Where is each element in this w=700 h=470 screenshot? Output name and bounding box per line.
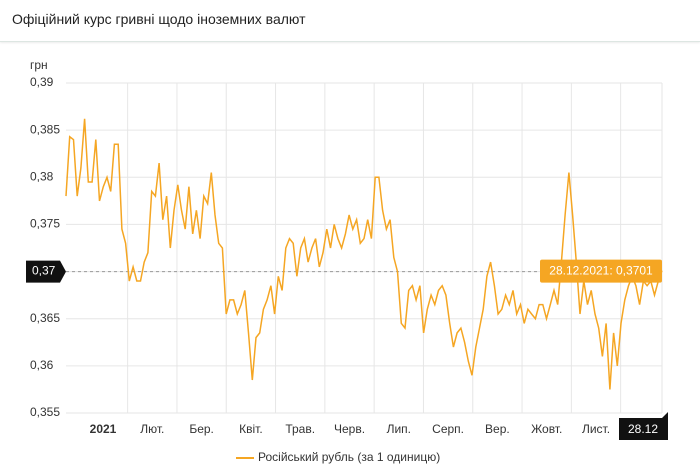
x-tick-label: 2021	[90, 422, 117, 436]
y-tick-label: 0,365	[30, 311, 60, 325]
x-tick-label: Жовт.	[531, 422, 562, 436]
y-tick-label: 0,375	[30, 217, 60, 231]
x-tick-label: Вер.	[485, 422, 510, 436]
crosshair-x-box	[619, 412, 668, 440]
y-tick-label: 0,39	[30, 75, 54, 89]
x-tick-label: Лют.	[140, 422, 164, 436]
crosshair-x-label: 28.12	[628, 422, 658, 436]
y-axis-label: грн	[30, 58, 48, 72]
tooltip: 28.12.2021: 0,3701	[549, 264, 653, 278]
y-tick-label: 0,385	[30, 122, 60, 136]
y-tick-label: 0,38	[30, 169, 54, 183]
crosshair-y-label: 0,37	[32, 264, 56, 278]
tooltip-box	[540, 259, 662, 283]
legend-label: Російський рубль (за 1 одиницю)	[258, 450, 440, 464]
x-tick-label: Бер.	[189, 422, 214, 436]
x-tick-label: Квіт.	[239, 422, 263, 436]
crosshair-y-box	[26, 260, 66, 283]
x-tick-label: Черв.	[334, 422, 365, 436]
y-tick-label: 0,355	[30, 405, 60, 419]
x-tick-label: Трав.	[285, 422, 315, 436]
y-tick-label: 0,36	[30, 358, 54, 372]
x-tick-label: Лист.	[582, 422, 610, 436]
x-tick-label: Серп.	[432, 422, 464, 436]
title: Офіційний курс гривні щодо іноземних вал…	[12, 11, 306, 27]
line-series	[65, 118, 663, 390]
x-tick-label: Лип.	[387, 422, 411, 436]
header: Офіційний курс гривні щодо іноземних вал…	[0, 0, 700, 42]
